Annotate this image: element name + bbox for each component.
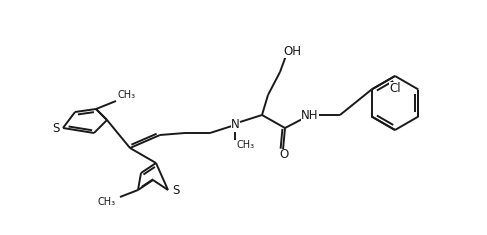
Text: S: S bbox=[172, 184, 180, 196]
Text: OH: OH bbox=[283, 44, 301, 58]
Text: NH: NH bbox=[301, 109, 319, 121]
Text: CH₃: CH₃ bbox=[236, 140, 254, 150]
Text: N: N bbox=[231, 118, 240, 132]
Text: Cl: Cl bbox=[389, 82, 401, 94]
Text: S: S bbox=[52, 121, 60, 134]
Text: O: O bbox=[280, 149, 289, 161]
Text: CH₃: CH₃ bbox=[117, 90, 135, 100]
Text: CH₃: CH₃ bbox=[98, 197, 116, 207]
